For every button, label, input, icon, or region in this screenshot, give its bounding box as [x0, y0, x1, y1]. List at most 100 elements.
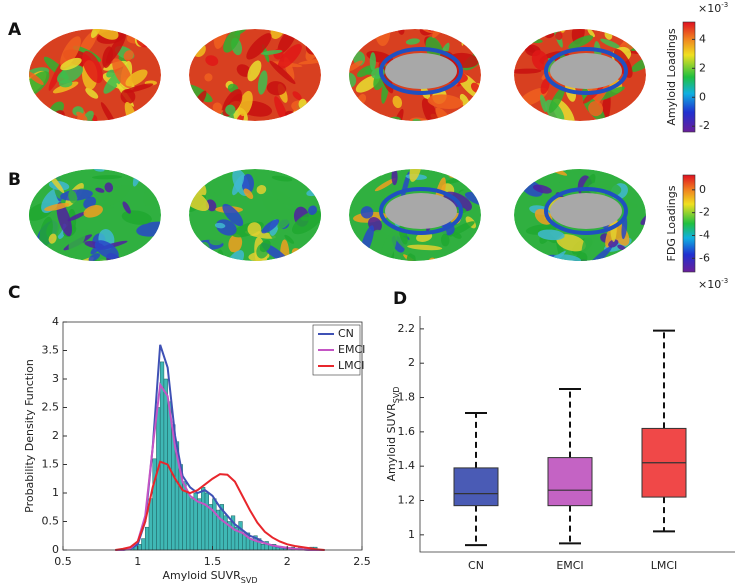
brain-patch	[617, 244, 626, 251]
tick-label: 4	[699, 32, 706, 45]
brain-patch	[123, 83, 154, 93]
ventricle-rim	[544, 187, 628, 235]
brain-patch	[104, 182, 114, 193]
x-tick-label: 2	[284, 555, 291, 568]
brain-patch	[100, 102, 117, 121]
brain-patch	[51, 116, 59, 121]
brain-patch	[640, 44, 646, 55]
medial-wall	[550, 53, 622, 89]
brain-patch	[95, 187, 105, 193]
hist-bar	[156, 407, 161, 551]
brain-patch	[432, 120, 456, 121]
brain-patch	[538, 169, 568, 176]
x-tick-label: CN	[468, 559, 484, 572]
brain-patch	[369, 52, 376, 71]
brain-patch	[205, 55, 219, 66]
brain-patch	[608, 239, 619, 248]
brain-patch	[521, 29, 535, 44]
brain-patch	[355, 75, 380, 93]
brain-patch	[262, 195, 291, 220]
brain-patch	[311, 104, 320, 119]
brain	[29, 149, 161, 261]
y-tick-label: 0.5	[42, 515, 60, 528]
y-axis-label: Probability Density Function	[23, 359, 36, 513]
brain-patch	[66, 149, 90, 168]
exponent: -3	[721, 1, 728, 9]
y-tick-label: 1.4	[398, 459, 416, 472]
tick-label: 2	[699, 61, 706, 74]
brain-patch	[539, 142, 570, 164]
tick-label: 0	[699, 183, 706, 196]
brain-patch	[600, 38, 622, 49]
brain-patch	[247, 222, 262, 236]
brain-patch	[581, 131, 597, 147]
medial-wall	[385, 193, 457, 229]
brain-patch	[260, 49, 283, 55]
brain-patch	[554, 29, 566, 33]
brain-patch	[189, 186, 210, 212]
brain	[349, 169, 481, 275]
ventricle-rim	[379, 187, 463, 235]
colorbar-label: Amyloid Loadings	[665, 28, 678, 125]
brain-patch	[256, 185, 267, 195]
brain-patch	[60, 57, 82, 71]
hist-bar	[204, 492, 210, 551]
density-line	[115, 460, 325, 551]
brain-patch	[248, 275, 267, 294]
brain-patch	[587, 29, 595, 38]
x-tick-label: 1	[134, 555, 141, 568]
tick-label: -4	[699, 228, 710, 241]
brain-patch	[123, 50, 134, 61]
tick-label: -2	[699, 119, 710, 132]
x-tick-label: 0.5	[54, 555, 72, 568]
brain-patch	[290, 264, 305, 275]
brain-patch	[121, 210, 152, 225]
hist-bar	[152, 458, 157, 551]
brain	[29, 0, 161, 152]
axes-frame	[419, 316, 735, 553]
brain-patch	[420, 265, 429, 275]
brain-patch	[212, 102, 223, 112]
brain-patch	[532, 184, 552, 194]
brain-patch	[120, 88, 136, 104]
brain-patch	[242, 128, 253, 141]
brain-patch	[588, 100, 604, 117]
brain-patch	[52, 156, 75, 170]
ventricle-rim	[379, 47, 463, 95]
brain-patch	[136, 18, 143, 29]
brain-patch	[425, 257, 442, 261]
brain-patch	[243, 188, 254, 200]
brain-patch	[537, 169, 547, 175]
brain-patch	[391, 108, 404, 121]
brain-patch	[575, 252, 588, 261]
brain-patch	[235, 143, 247, 168]
brain-surface	[514, 14, 646, 147]
brain-patch	[236, 64, 251, 77]
brain-patch	[391, 169, 398, 186]
x-tick-label: EMCI	[556, 559, 583, 572]
brain-patch	[39, 29, 50, 30]
brain-patch	[289, 29, 307, 33]
brain-patch	[102, 0, 118, 8]
brain-patch	[68, 190, 78, 204]
hist-bar	[238, 521, 243, 551]
brain-patch	[232, 174, 245, 196]
brain-patch	[96, 132, 112, 152]
tick-label: 0	[699, 90, 706, 103]
brain-patch	[418, 125, 425, 149]
brain-patch	[68, 169, 85, 170]
brain-patch	[261, 219, 280, 234]
brain-patch	[582, 14, 598, 31]
brain-patch	[106, 69, 116, 78]
y-tick-label: 1.2	[398, 494, 416, 507]
x-tick-label: LMCI	[651, 559, 678, 572]
panel-label: A	[8, 20, 22, 40]
brain-patch	[407, 244, 443, 251]
brain-patch	[224, 121, 246, 142]
brain-patch	[617, 254, 646, 261]
brain	[349, 29, 481, 149]
brain-patch	[405, 38, 420, 45]
y-tick-label: 2	[52, 429, 59, 442]
label-main: Amyloid SUVR	[163, 569, 242, 582]
hist-bar	[186, 492, 191, 551]
